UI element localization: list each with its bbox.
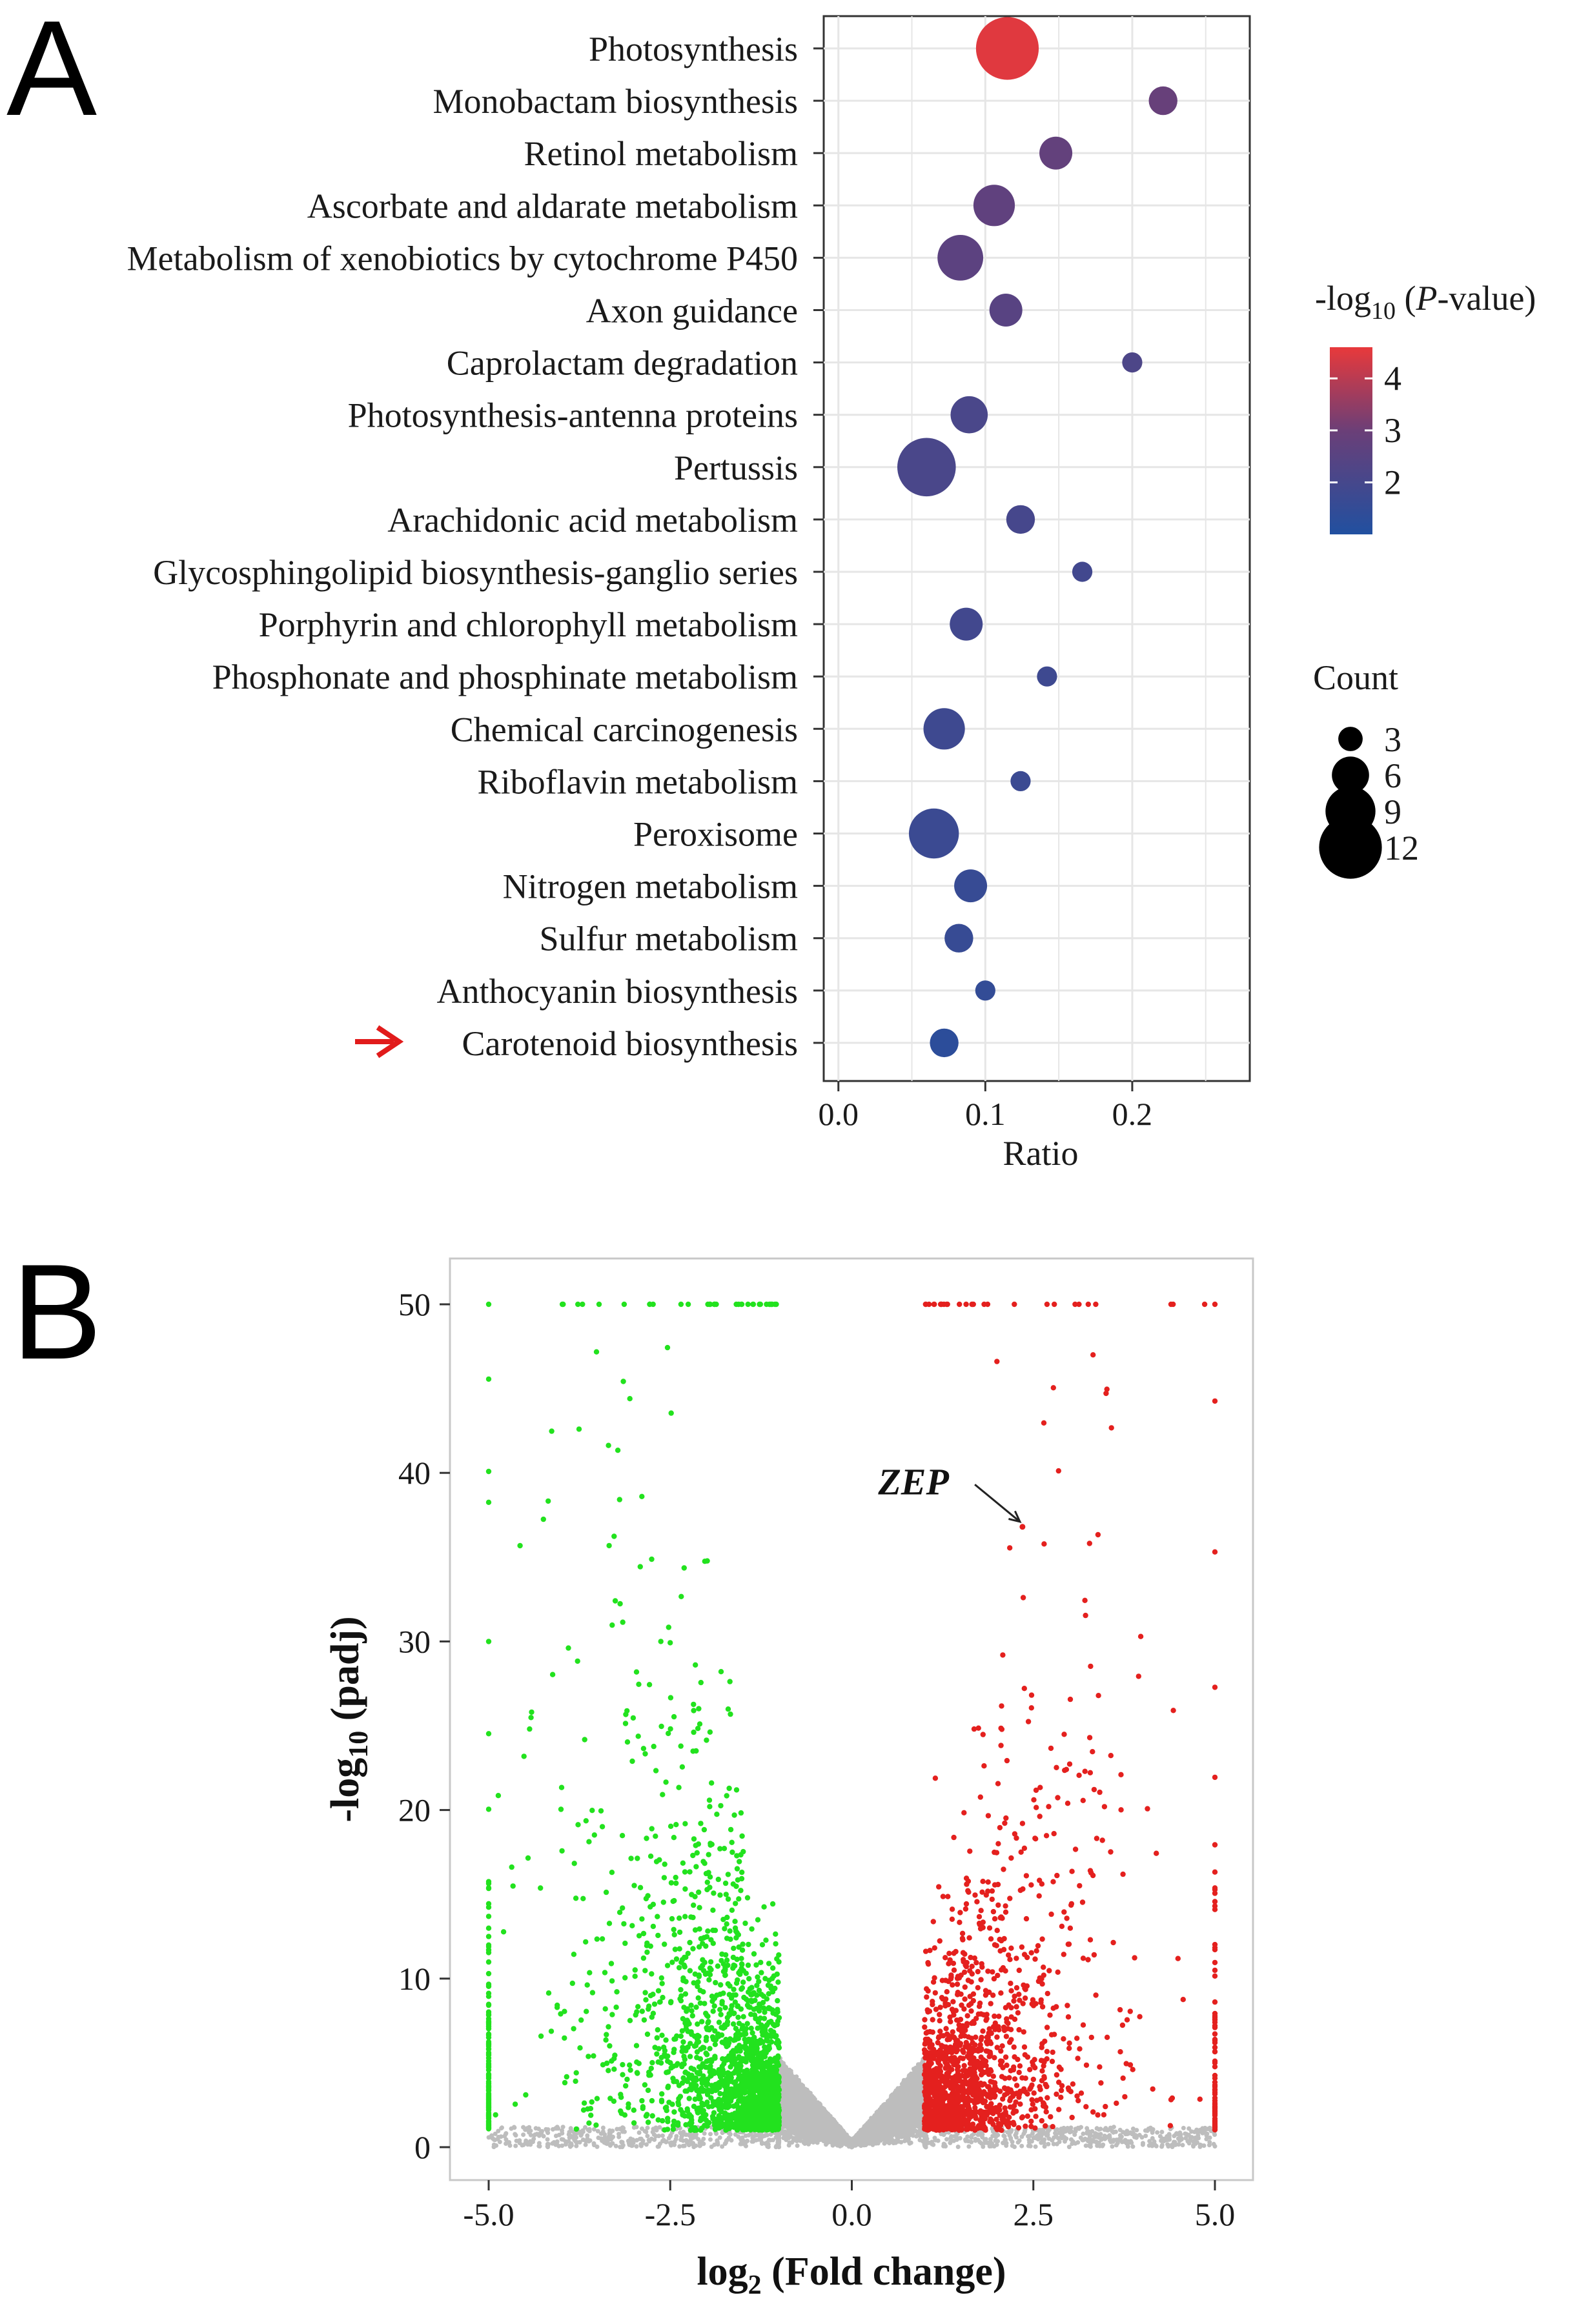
pathway-point — [1148, 86, 1177, 116]
pathway-label: Axon guidance — [586, 292, 798, 330]
y-tick-label: 0 — [414, 2129, 431, 2165]
pathway-label: Porphyrin and chlorophyll metabolism — [259, 605, 798, 644]
pathway-label: Anthocyanin biosynthesis — [437, 972, 798, 1011]
panel-b-letter: B — [12, 1236, 102, 1388]
x-tick-label: -5.0 — [463, 2196, 514, 2232]
pathway-label: Phosphonate and phosphinate metabolism — [212, 658, 798, 696]
pathway-label: Pertussis — [674, 449, 798, 487]
zep-label: ZEP — [877, 1460, 949, 1502]
panel-a-x-axis-label: Ratio — [1003, 1134, 1079, 1173]
pathway-point — [1072, 561, 1093, 582]
pathway-label: Nitrogen metabolism — [503, 867, 798, 906]
size-legend-dot — [1332, 756, 1369, 794]
size-legend-label: 6 — [1384, 756, 1401, 795]
x-tick-label: 0.0 — [831, 2196, 872, 2232]
pathway-point — [950, 396, 988, 434]
x-tick-label: 0.2 — [1112, 1096, 1153, 1132]
panel-a-plot-area — [822, 15, 1251, 1082]
x-tick-label: 5.0 — [1195, 2196, 1236, 2232]
pathway-label: Caprolactam degradation — [447, 344, 798, 383]
pathway-label: Carotenoid biosynthesis — [462, 1024, 798, 1063]
pathway-label: Photosynthesis-antenna proteins — [348, 396, 798, 435]
x-tick-label: 0.1 — [965, 1096, 1006, 1132]
pathway-label: Monobactam biosynthesis — [433, 82, 798, 121]
pathway-label: Riboflavin metabolism — [478, 762, 798, 801]
pathway-point — [989, 294, 1023, 327]
color-legend: -log10 (P-value) 2 3 4 — [1315, 279, 1536, 534]
color-legend-bar — [1330, 347, 1372, 534]
pathway-label: Ascorbate and aldarate metabolism — [307, 187, 798, 225]
panel-a-grid — [813, 16, 1250, 1081]
pathway-label: Glycosphingolipid biosynthesis-ganglio s… — [153, 553, 798, 592]
panel-b-y-axis-label: -log10 (padj) — [323, 1616, 374, 1822]
pathway-label: Metabolism of xenobiotics by cytochrome … — [127, 239, 798, 278]
colorbar-tick-label: 2 — [1384, 463, 1401, 501]
y-tick-label: 30 — [398, 1623, 431, 1659]
pathway-point — [908, 808, 959, 859]
pathway-point — [937, 235, 984, 281]
pathway-point — [950, 607, 983, 641]
y-tick-label: 40 — [398, 1455, 431, 1491]
size-legend-label: 3 — [1384, 720, 1401, 759]
pathway-point — [1122, 352, 1143, 373]
panel-b-plot-area — [449, 1257, 1254, 2181]
pathway-point — [975, 17, 1039, 80]
size-legend-title: Count — [1313, 658, 1398, 697]
pathway-point — [1010, 771, 1031, 791]
pathway-point — [923, 708, 965, 750]
pathway-point — [1037, 666, 1057, 687]
panel-a-points — [897, 17, 1177, 1058]
volcano-points — [485, 1301, 1218, 2150]
up-regulated-points — [921, 1301, 1218, 2134]
x-tick-label: 2.5 — [1014, 2196, 1054, 2232]
size-legend-label: 9 — [1384, 793, 1401, 831]
panel-a-pathway-labels: Photosynthesis Monobactam biosynthesis Ret… — [127, 30, 798, 1063]
pathway-label: Sulfur metabolism — [540, 920, 798, 958]
size-legend-dot — [1338, 727, 1363, 751]
pathway-point — [975, 980, 995, 1001]
pathway-label: Photosynthesis — [589, 30, 798, 68]
y-tick-label: 20 — [398, 1792, 431, 1828]
zep-arrow-line — [974, 1484, 1021, 1522]
pathway-point — [897, 438, 956, 497]
x-tick-label: -2.5 — [645, 2196, 696, 2232]
size-legend-label: 12 — [1384, 829, 1419, 867]
panel-a-letter: A — [6, 0, 97, 144]
colorbar-tick-label: 3 — [1384, 411, 1401, 450]
x-tick-label: 0.0 — [819, 1096, 859, 1132]
panel-a-x-axis: 0.0 0.1 0.2 — [819, 1081, 1153, 1132]
color-legend-title: -log10 (P-value) — [1315, 279, 1536, 325]
pathway-point — [973, 185, 1015, 227]
pathway-point — [930, 1028, 959, 1058]
pathway-label: Chemical carcinogenesis — [451, 710, 798, 749]
pathway-point — [944, 924, 973, 953]
y-tick-label: 10 — [398, 1961, 431, 1997]
pathway-label: Arachidonic acid metabolism — [387, 501, 798, 540]
y-tick-label: 50 — [398, 1286, 431, 1322]
highlight-arrow-icon — [355, 1025, 404, 1058]
zep-point — [1019, 1524, 1026, 1530]
size-legend-dot — [1319, 816, 1382, 879]
down-regulated-points — [485, 1301, 782, 2134]
panel-b-x-axis-label: log2 (Fold change) — [697, 2250, 1006, 2300]
panel-a: A Photosynthesis Monobactam biosynthesis R… — [6, 0, 1536, 1173]
pathway-label: Retinol metabolism — [524, 134, 798, 173]
color-legend-ticks: 2 3 4 — [1330, 359, 1401, 501]
pathway-point — [1039, 136, 1073, 170]
panel-b-axes: -5.0 -2.5 0.0 2.5 5.0 0 10 20 30 40 50 — [398, 1286, 1235, 2232]
zep-annotation: ZEP — [877, 1460, 1022, 1523]
zep-arrowhead-icon — [1008, 1510, 1022, 1523]
panel-b: B -5.0 -2.5 0.0 2.5 5.0 0 10 20 30 40 50 ZEP log2 … — [12, 1236, 1254, 2300]
pathway-point — [954, 869, 988, 903]
pathway-point — [1006, 505, 1035, 534]
pathway-label: Peroxisome — [633, 815, 798, 854]
colorbar-tick-label: 4 — [1384, 359, 1401, 398]
